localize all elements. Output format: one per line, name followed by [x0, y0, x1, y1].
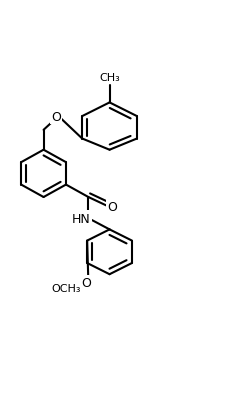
- Text: O: O: [107, 201, 117, 214]
- Text: O: O: [81, 277, 91, 290]
- Text: CH₃: CH₃: [99, 73, 120, 83]
- Text: O: O: [51, 110, 61, 123]
- Text: HN: HN: [72, 212, 91, 225]
- Text: OCH₃: OCH₃: [51, 283, 81, 293]
